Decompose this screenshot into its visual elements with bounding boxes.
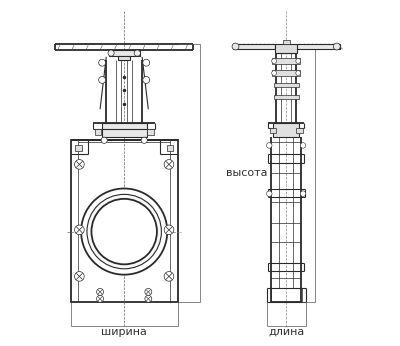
Bar [102,123,146,137]
Bar [233,44,275,49]
Circle shape [296,71,301,75]
Circle shape [164,272,174,281]
Bar [272,70,300,76]
Circle shape [145,295,152,302]
Bar [118,56,130,60]
Circle shape [296,58,301,63]
Circle shape [87,194,162,269]
Circle shape [134,50,140,56]
Bar [272,58,300,64]
Bar [297,44,340,49]
Circle shape [97,289,104,295]
Circle shape [92,199,157,264]
Text: ширина: ширина [101,327,147,337]
Bar [273,123,299,137]
Circle shape [143,76,150,83]
Circle shape [266,191,272,197]
Circle shape [99,59,106,66]
Circle shape [81,189,167,275]
Bar [147,129,154,135]
Circle shape [266,143,272,148]
Circle shape [272,58,276,63]
Circle shape [333,43,340,50]
Bar [274,95,298,99]
Bar [75,145,82,151]
Text: длина: длина [268,327,304,337]
Bar [71,140,178,302]
Bar [166,145,174,151]
Circle shape [101,137,107,143]
Circle shape [164,225,174,235]
Circle shape [74,272,84,281]
Circle shape [74,225,84,235]
Circle shape [143,59,150,66]
Circle shape [232,43,239,50]
Bar [296,128,303,133]
Bar [109,50,140,56]
Circle shape [272,71,276,75]
Circle shape [300,191,306,197]
Circle shape [300,143,306,148]
Circle shape [164,160,174,169]
Bar [270,128,276,133]
Circle shape [141,137,147,143]
Bar [94,129,102,135]
Bar [283,40,290,44]
Circle shape [99,76,106,83]
Bar [274,83,298,87]
Circle shape [97,295,104,302]
Text: высота: высота [226,168,267,178]
Circle shape [74,160,84,169]
Circle shape [145,289,152,295]
Bar [275,44,297,53]
Circle shape [108,50,114,56]
